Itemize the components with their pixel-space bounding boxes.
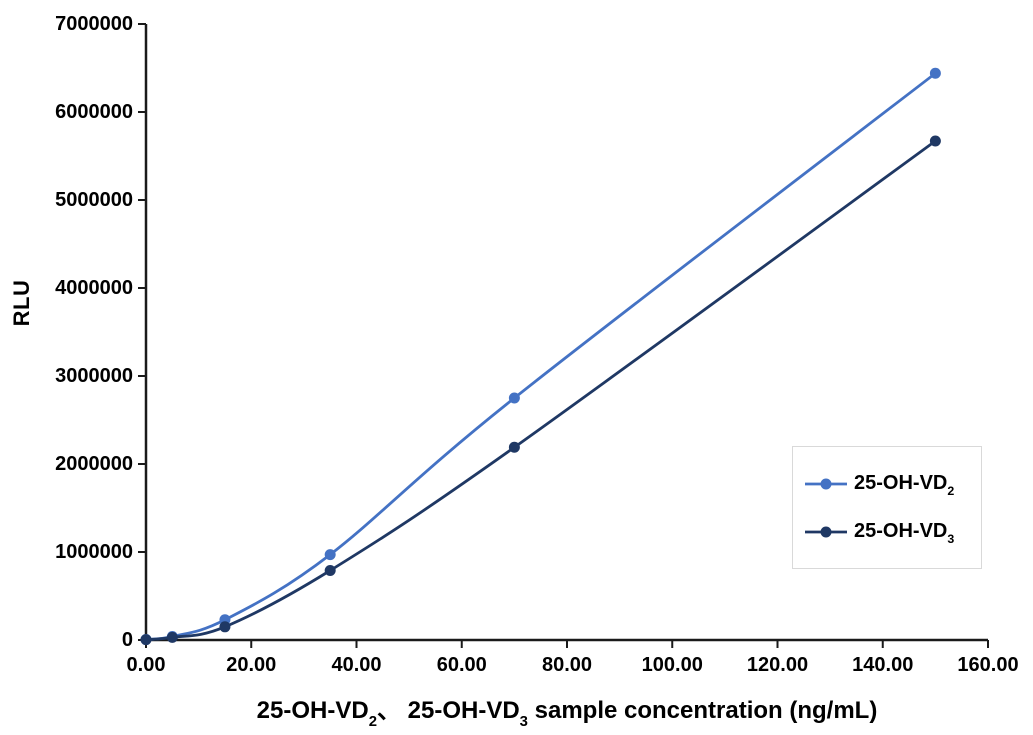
x-tick-label: 40.00 [331, 654, 381, 676]
y-axis-title: RLU [9, 279, 34, 327]
data-point-s1-3 [324, 564, 336, 576]
y-tick-label: 2000000 [55, 453, 133, 475]
legend-entry-vd2: 25-OH-VD2 [804, 472, 981, 499]
series-line-1 [144, 139, 937, 641]
legend-label-vd2: 25-OH-VD2 [854, 472, 955, 499]
x-tick-label: 0.00 [127, 654, 166, 676]
y-tick-label: 4000000 [55, 277, 133, 299]
y-tick-label: 0 [122, 629, 133, 651]
y-tick-label: 7000000 [55, 13, 133, 35]
x-tick-label: 100.00 [642, 654, 703, 676]
data-point-s0-5 [929, 67, 941, 79]
series-line-0 [144, 71, 937, 641]
x-tick-label: 140.00 [852, 654, 913, 676]
legend-line-marker-vd2-icon [805, 478, 847, 489]
y-tick-label: 6000000 [55, 101, 133, 123]
x-tick-label: 20.00 [226, 654, 276, 676]
legend-label-vd3: 25-OH-VD3 [854, 520, 955, 547]
y-tick-label: 3000000 [55, 365, 133, 387]
data-point-s1-4 [508, 441, 520, 453]
data-point-s1-2 [219, 621, 231, 633]
data-point-s0-4 [508, 392, 520, 404]
legend-line-marker-vd3-icon [805, 526, 847, 537]
data-point-s1-0 [140, 634, 152, 646]
x-axis-title: 25-OH-VD2、 25-OH-VD3 sample concentratio… [256, 697, 878, 730]
x-tick-label: 60.00 [437, 654, 487, 676]
data-point-s1-1 [166, 631, 178, 643]
x-tick-label: 160.00 [957, 654, 1018, 676]
x-tick-label: 80.00 [542, 654, 592, 676]
legend: 25-OH-VD2 25-OH-VD3 [792, 446, 982, 569]
data-point-s1-5 [929, 135, 941, 147]
y-tick-label: 1000000 [55, 541, 133, 563]
legend-entry-vd3: 25-OH-VD3 [804, 520, 981, 547]
y-tick-label: 5000000 [55, 189, 133, 211]
data-point-s0-3 [324, 549, 336, 561]
x-tick-label: 120.00 [747, 654, 808, 676]
